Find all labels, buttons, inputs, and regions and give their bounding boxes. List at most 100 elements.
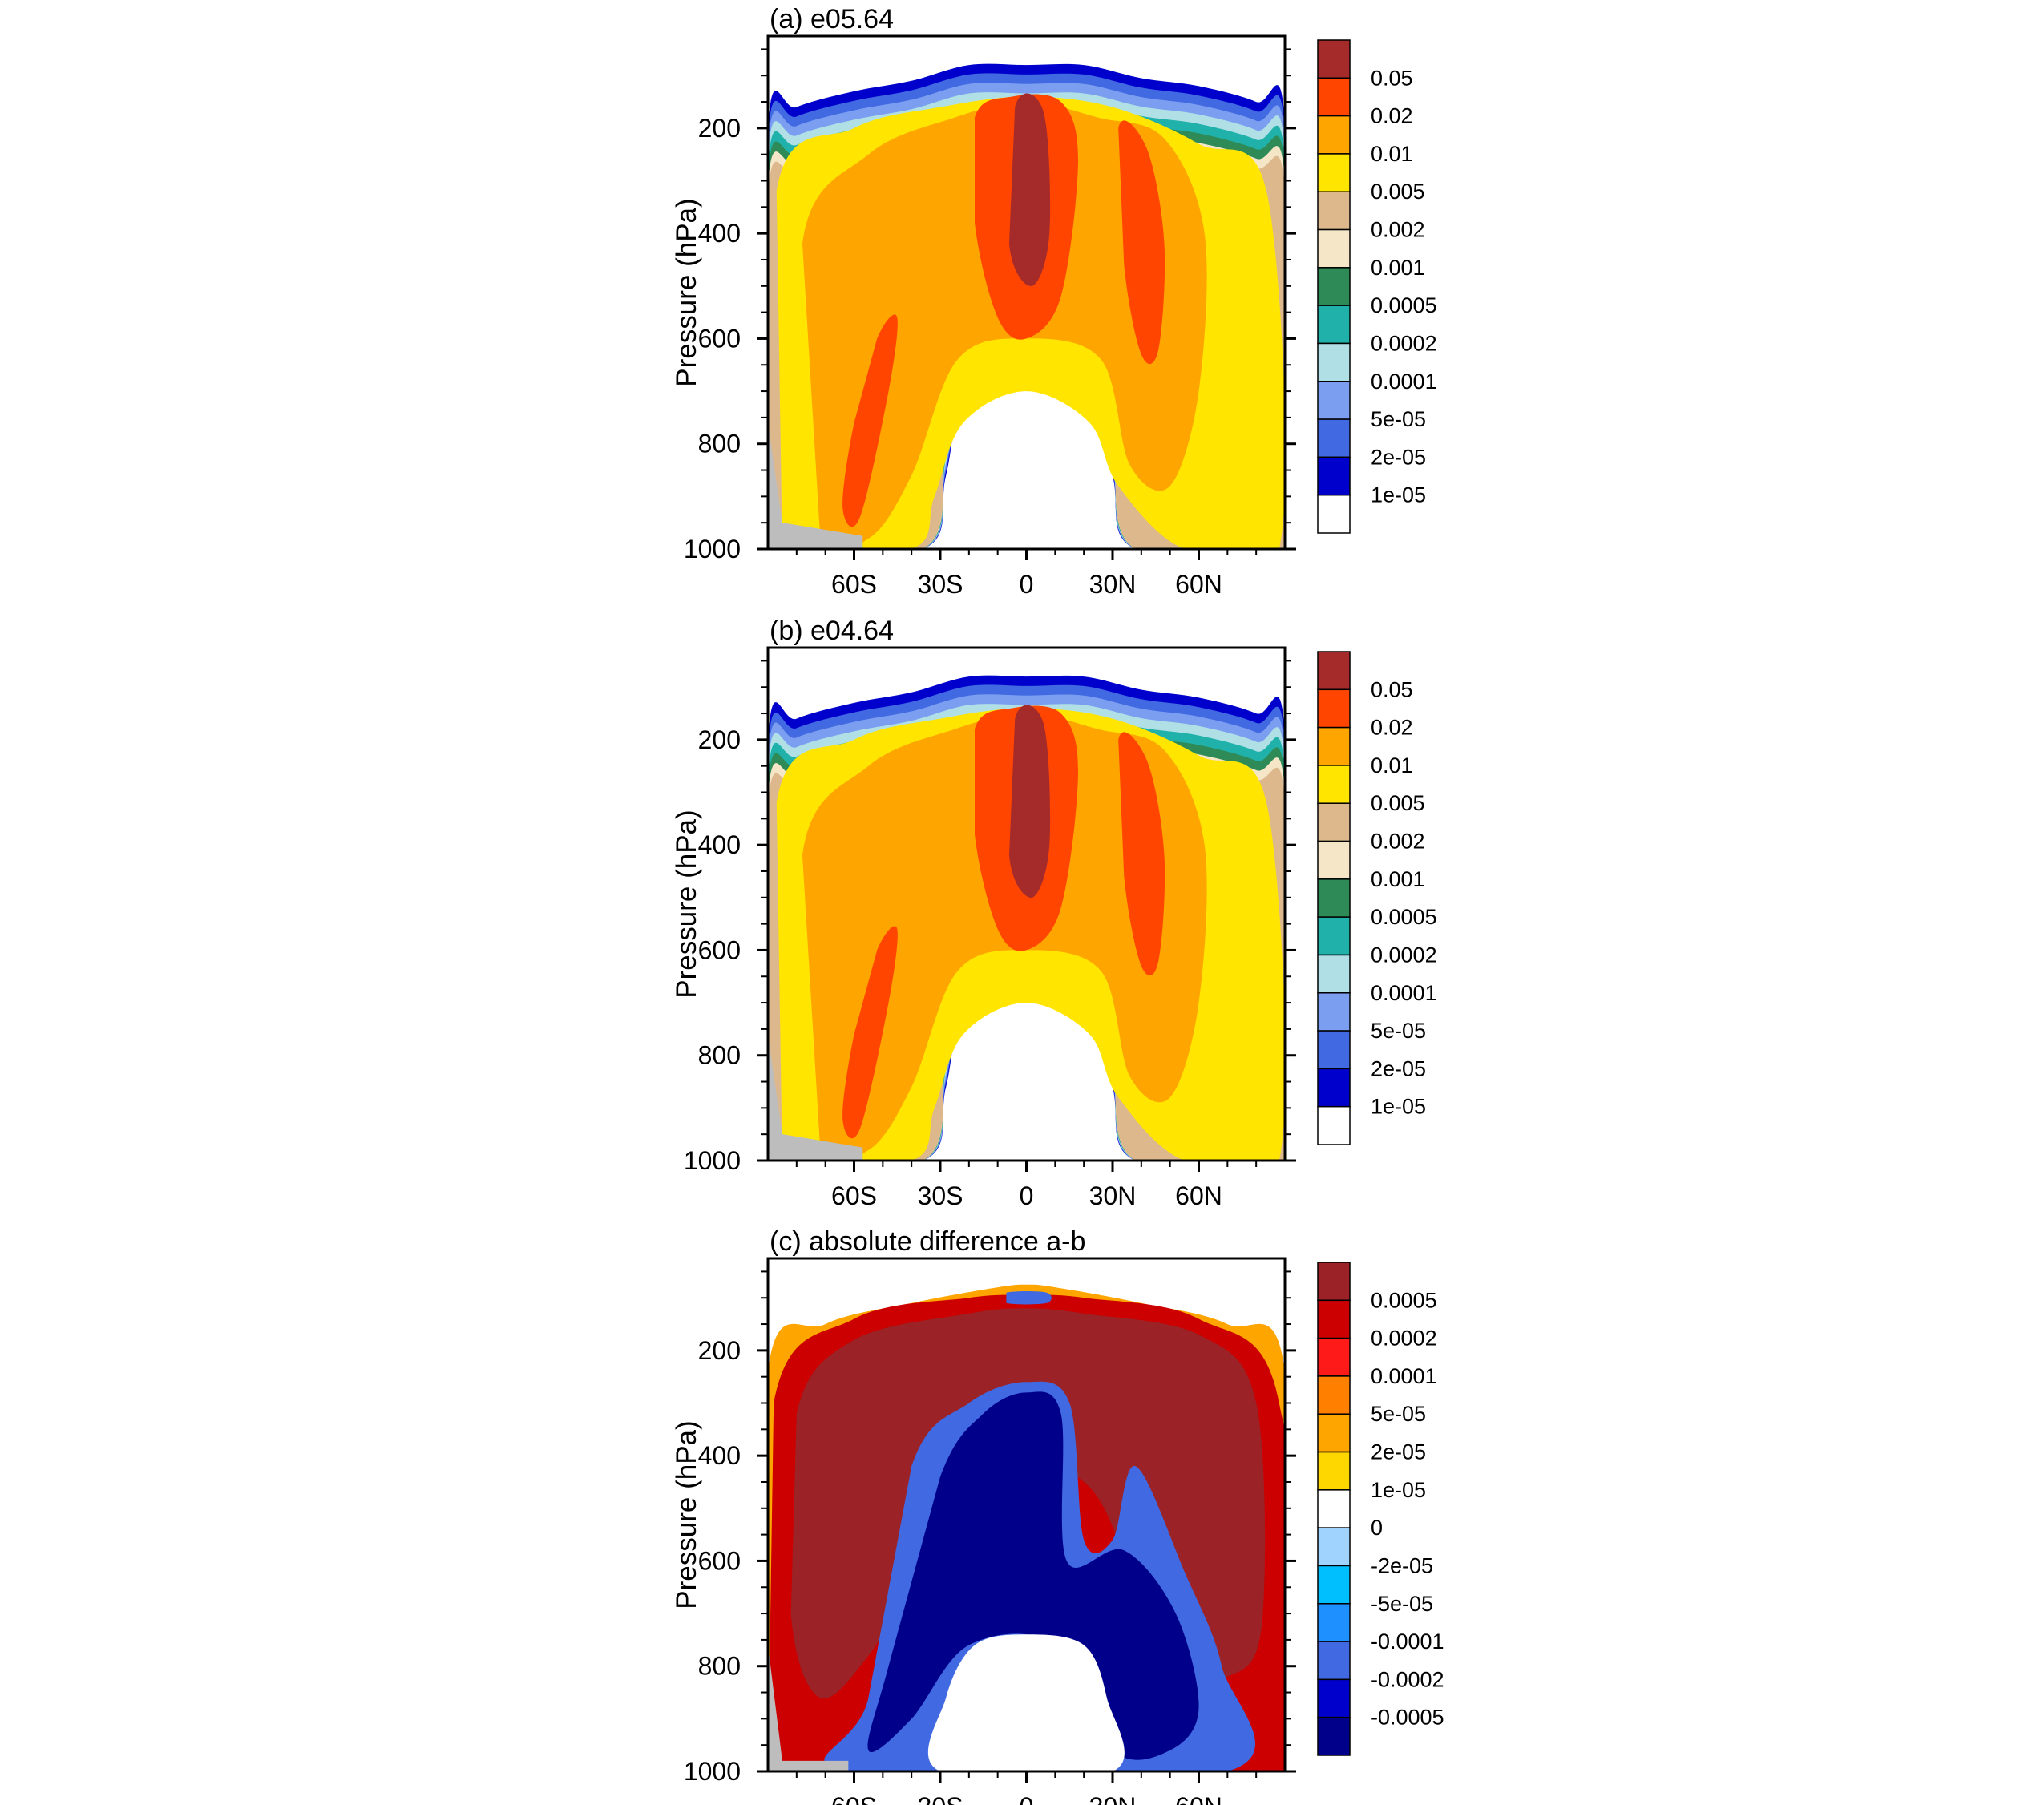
colorbar: 0.05 0.02 0.01 0.005 0.002 0.001 0.0005 0.0002 0…: [1317, 651, 1437, 1145]
contour-field: [768, 675, 1285, 1161]
y-tick-label: 400: [698, 830, 741, 859]
colorbar-label: 0.002: [1371, 218, 1425, 242]
colorbar-swatch: [1317, 1565, 1351, 1605]
colorbar-label: 0: [1371, 1516, 1383, 1540]
colorbar-label: -2e-05: [1371, 1553, 1433, 1577]
colorbar-label: 0.05: [1371, 677, 1413, 701]
y-tick-label: 200: [698, 114, 741, 143]
x-tick-label: 0: [1020, 1181, 1034, 1210]
colorbar-swatch: [1317, 305, 1351, 345]
panel-title: (b) e04.64: [770, 616, 894, 646]
colorbar-swatch: [1317, 1527, 1351, 1567]
panel-title: (a) e05.64: [770, 4, 894, 34]
y-tick-label: 1000: [684, 1757, 741, 1786]
contour-field: [768, 1284, 1285, 1771]
colorbar-swatch: [1317, 456, 1351, 496]
y-axis-label: Pressure (hPa): [671, 810, 702, 998]
colorbar-label: 0.005: [1371, 791, 1425, 815]
contour-band: [842, 926, 898, 1139]
colorbar-label: 5e-05: [1371, 1402, 1426, 1426]
panel-b: (b) e04.64 Pressure (hPa) 200 400 600 800 1000…: [671, 616, 1437, 1210]
colorbar-label: 0.0001: [1371, 1364, 1437, 1388]
y-tick-label: 1000: [684, 1146, 741, 1175]
colorbar-label: 0.0001: [1371, 369, 1437, 394]
colorbar-swatch: [1317, 1413, 1351, 1453]
colorbar-swatch: [1317, 688, 1351, 729]
colorbar-label: 2e-05: [1371, 1440, 1426, 1464]
x-tick-label: 30S: [918, 1792, 963, 1805]
terrain-mask: [768, 1034, 863, 1161]
colorbar-swatch: [1317, 1716, 1351, 1756]
colorbar-swatch: [1317, 1105, 1351, 1145]
contour-band: [1118, 732, 1165, 976]
colorbar-label: 0.02: [1371, 716, 1413, 740]
x-tick-label: 30N: [1089, 1792, 1137, 1805]
colorbar-label: 0.0002: [1371, 1326, 1437, 1351]
y-tick-label: 600: [698, 324, 741, 353]
y-tick-label: 800: [698, 430, 741, 458]
colorbar-swatch: [1317, 1068, 1351, 1108]
colorbar: 0.0005 0.0002 0.0001 5e-05 2e-05 1e-05 0 -2e-05…: [1317, 1262, 1444, 1756]
x-tick-label: 60S: [831, 1792, 877, 1805]
contour-field: [768, 63, 1285, 549]
colorbar-swatch: [1317, 840, 1351, 880]
colorbar-swatch: [1317, 1641, 1351, 1681]
colorbar-label: 2e-05: [1371, 1056, 1426, 1080]
y-tick-label: 400: [698, 1441, 741, 1470]
colorbar-label: -0.0002: [1371, 1667, 1444, 1691]
colorbar-label: 0.01: [1371, 142, 1413, 166]
colorbar-label: -0.0001: [1371, 1629, 1444, 1654]
colorbar-swatch: [1317, 191, 1351, 231]
colorbar-label: 0.005: [1371, 180, 1425, 204]
colorbar-swatch: [1317, 765, 1351, 804]
colorbar-swatch: [1317, 1262, 1351, 1302]
contour-band: [867, 1391, 1199, 1760]
colorbar-label: 0.0005: [1371, 905, 1437, 929]
colorbar-swatch: [1317, 1030, 1351, 1070]
colorbar-label: 0.0001: [1371, 981, 1437, 1005]
x-tick-label: 60N: [1175, 1181, 1222, 1210]
contour-band: [1009, 93, 1051, 286]
colorbar-swatch: [1317, 992, 1351, 1032]
panel-title: (c) absolute difference a-b: [770, 1226, 1085, 1257]
contour-band: [842, 314, 898, 527]
x-tick-label: 60S: [831, 570, 877, 599]
colorbar-swatch: [1317, 916, 1351, 956]
colorbar-swatch: [1317, 115, 1351, 155]
y-tick-label: 200: [698, 1336, 741, 1365]
colorbar-label: 1e-05: [1371, 483, 1426, 507]
x-tick-label: 30N: [1089, 570, 1137, 599]
colorbar-label: 2e-05: [1371, 445, 1426, 469]
colorbar-label: 0.0002: [1371, 943, 1437, 967]
colorbar-label: 5e-05: [1371, 407, 1426, 431]
colorbar-swatch: [1317, 878, 1351, 918]
colorbar-label: 0.05: [1371, 66, 1413, 90]
y-tick-label: 600: [698, 935, 741, 964]
colorbar-swatch: [1317, 954, 1351, 994]
colorbar-label: -5e-05: [1371, 1592, 1433, 1616]
colorbar-label: 0.002: [1371, 830, 1425, 854]
panel-c: (c) absolute difference a-b Pressure (hPa…: [671, 1226, 1444, 1805]
x-tick-label: 30S: [918, 570, 963, 599]
colorbar-label: 0.01: [1371, 753, 1413, 777]
x-tick-label: 60N: [1175, 570, 1222, 599]
contour-band: [1009, 705, 1051, 898]
x-tick-label: 0: [1020, 570, 1034, 599]
y-tick-label: 800: [698, 1652, 741, 1681]
colorbar-label: -0.0005: [1371, 1706, 1444, 1730]
y-tick-label: 800: [698, 1041, 741, 1070]
y-axis-label: Pressure (hPa): [671, 198, 702, 386]
x-tick-label: 30N: [1089, 1181, 1137, 1210]
colorbar-swatch: [1317, 39, 1351, 79]
colorbar-swatch: [1317, 342, 1351, 382]
colorbar-label: 0.0005: [1371, 1288, 1437, 1312]
colorbar-swatch: [1317, 77, 1351, 117]
terrain-mask: [768, 422, 863, 549]
y-axis-label: Pressure (hPa): [671, 1420, 702, 1609]
colorbar-swatch: [1317, 1603, 1351, 1642]
colorbar-swatch: [1317, 726, 1351, 766]
colorbar-swatch: [1317, 802, 1351, 842]
colorbar-swatch: [1317, 494, 1351, 534]
x-tick-label: 60N: [1175, 1792, 1222, 1805]
